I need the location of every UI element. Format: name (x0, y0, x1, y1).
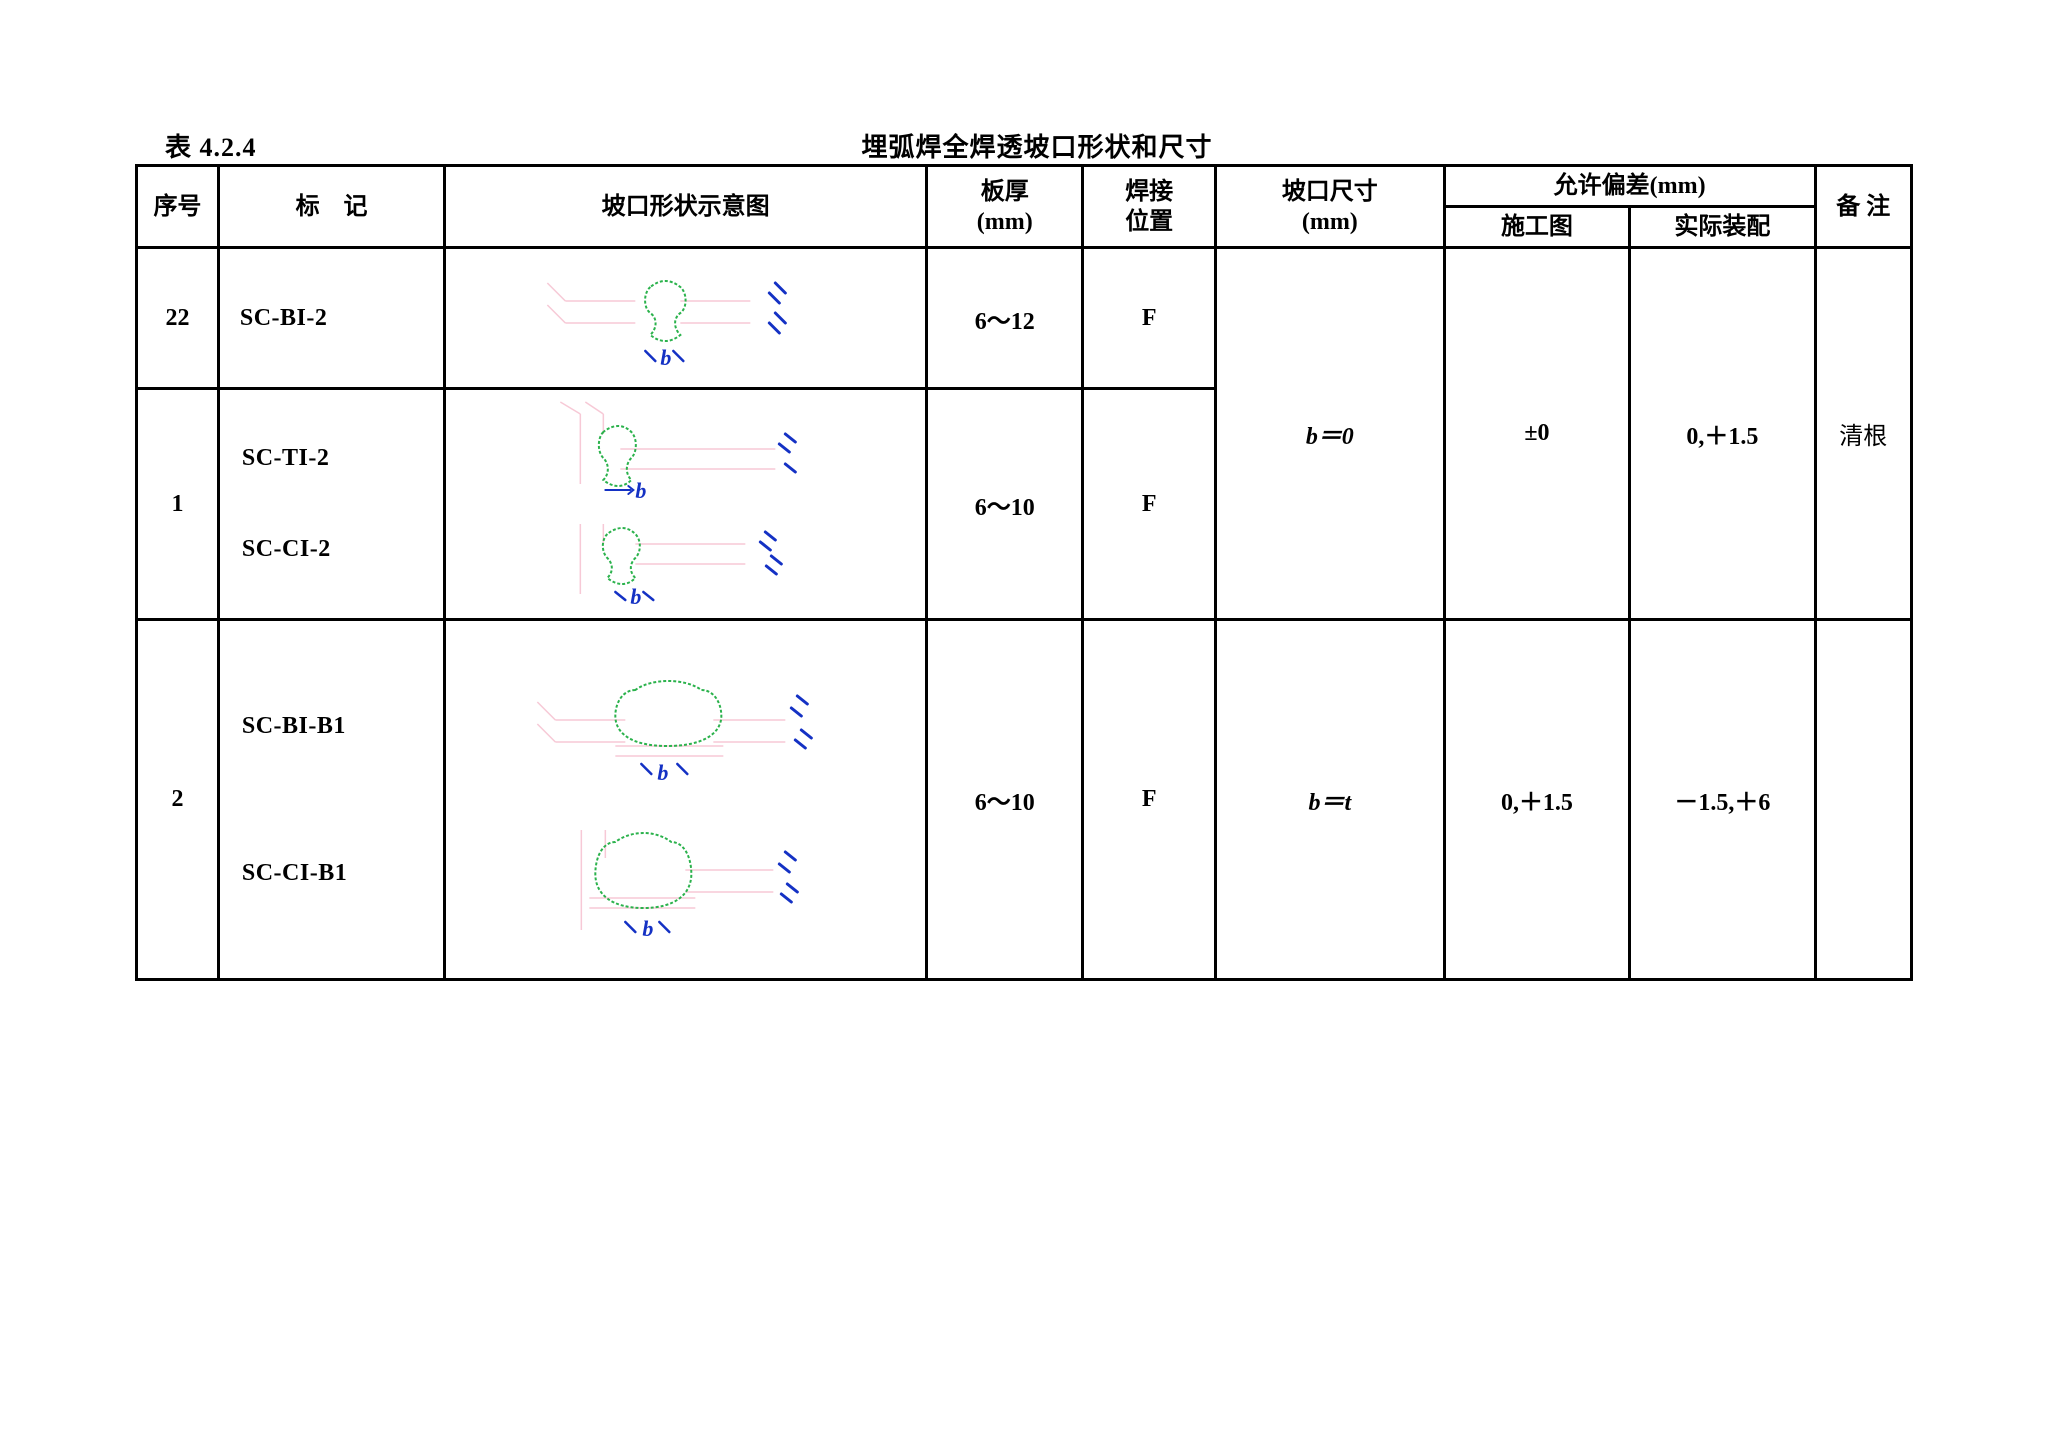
thk-1b: 6～10 (926, 389, 1083, 620)
remark-1: 清根 (1815, 248, 1911, 620)
groove-diagram-icon: b (448, 394, 923, 614)
hdr-diagram: 坡口形状示意图 (445, 166, 927, 248)
tol-act-2: －1.5,＋6 (1630, 620, 1815, 980)
pos-1b: F (1083, 389, 1215, 620)
mark-1a: SC-BI-2 (218, 248, 444, 389)
seq-1b: 1 (137, 389, 219, 620)
header-row-1: 序号 标 记 坡口形状示意图 板厚 (mm) 焊接 位置 坡口尺寸 (mm) 允… (137, 166, 1912, 207)
table-header-bar: 表 4.2.4 埋弧焊全焊透坡口形状和尺寸 (165, 130, 1909, 164)
thk-1a: 6～12 (926, 248, 1083, 389)
tol-act-1: 0,＋1.5 (1630, 248, 1815, 620)
seq-1a: 22 (137, 248, 219, 389)
tol-dwg-1: ±0 (1444, 248, 1629, 620)
diagram-2: b (445, 620, 927, 980)
groove-dim-1: b＝0 (1215, 248, 1444, 620)
row-2: 2 SC-BI-B1 SC-CI-B1 (137, 620, 1912, 980)
mark-2b: SC-CI-B1 (242, 860, 347, 887)
hdr-tol-actual: 实际装配 (1630, 207, 1815, 248)
pos-2: F (1083, 620, 1215, 980)
mark-1b-2: SC-CI-2 (242, 536, 331, 563)
svg-text:b: b (658, 760, 669, 785)
hdr-thickness: 板厚 (mm) (926, 166, 1083, 248)
seq-2: 2 (137, 620, 219, 980)
row-1a: 22 SC-BI-2 (137, 248, 1912, 389)
svg-text:b: b (636, 478, 647, 503)
remark-2 (1815, 620, 1911, 980)
svg-text:b: b (643, 916, 654, 941)
hdr-position: 焊接 位置 (1083, 166, 1215, 248)
groove-diagram-icon: b (448, 253, 923, 383)
mark-1b-1: SC-TI-2 (242, 445, 330, 472)
diagram-1a: b (445, 248, 927, 389)
hdr-tol-drawing: 施工图 (1444, 207, 1629, 248)
hdr-seq: 序号 (137, 166, 219, 248)
weld-groove-table: 序号 标 记 坡口形状示意图 板厚 (mm) 焊接 位置 坡口尺寸 (mm) 允… (135, 164, 1913, 981)
hdr-groove-dim: 坡口尺寸 (mm) (1215, 166, 1444, 248)
thk-2: 6～10 (926, 620, 1083, 980)
table-number: 表 4.2.4 (165, 127, 257, 164)
mark-2: SC-BI-B1 SC-CI-B1 (218, 620, 444, 980)
hdr-tolerance: 允许偏差(mm) (1444, 166, 1815, 207)
mark-2a: SC-BI-B1 (242, 713, 346, 740)
groove-dim-2: b＝t (1215, 620, 1444, 980)
table-title: 埋弧焊全焊透坡口形状和尺寸 (165, 127, 1909, 164)
tol-dwg-2: 0,＋1.5 (1444, 620, 1629, 980)
hdr-mark: 标 记 (218, 166, 444, 248)
svg-text:b: b (631, 584, 642, 609)
groove-diagram-icon: b (448, 630, 923, 970)
svg-text:b: b (661, 345, 672, 370)
pos-1a: F (1083, 248, 1215, 389)
diagram-1b: b (445, 389, 927, 620)
mark-1b: SC-TI-2 SC-CI-2 (218, 389, 444, 620)
hdr-remark: 备 注 (1815, 166, 1911, 248)
